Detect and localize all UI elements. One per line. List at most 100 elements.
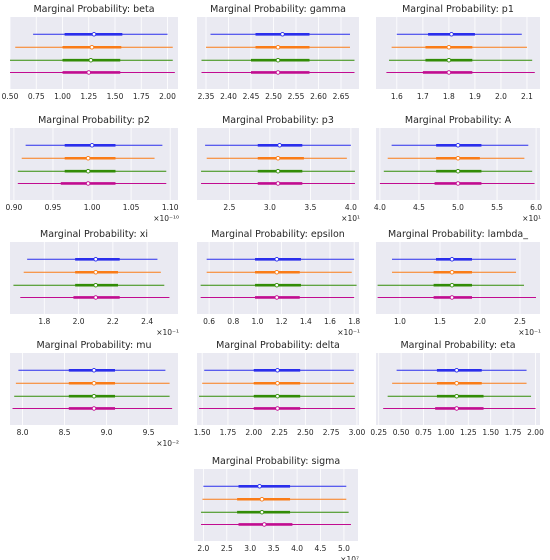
x-tick-label: 4.0 bbox=[374, 203, 386, 212]
x-tick-label: 4.5 bbox=[413, 203, 425, 212]
panel-background bbox=[197, 242, 359, 314]
panel-title: Marginal Probability: epsilon bbox=[211, 229, 345, 240]
x-tick-label: 9.5 bbox=[143, 428, 155, 437]
median-point bbox=[449, 257, 455, 262]
median-point bbox=[275, 155, 281, 161]
median-point bbox=[275, 168, 281, 174]
x-tick-label: 1.5 bbox=[434, 317, 446, 326]
x-tick-label: 5.5 bbox=[491, 203, 503, 212]
x-tick-label: 1.50 bbox=[107, 92, 124, 101]
x-tick-label: 4.0 bbox=[291, 544, 303, 553]
panel-title: Marginal Probability: p1 bbox=[402, 4, 514, 15]
forest-plot-panel: Marginal Probability: eta 0.25 0.50 0.75 1.0… bbox=[370, 340, 544, 437]
x-tick-label: 3.00 bbox=[349, 428, 366, 437]
median-point bbox=[275, 368, 280, 373]
x-tick-label: 2.65 bbox=[333, 92, 350, 101]
x-tick-label: 1.2 bbox=[276, 317, 288, 326]
x-tick-label: 1.05 bbox=[123, 203, 140, 212]
x-tick-label: 0.6 bbox=[203, 317, 215, 326]
forest-plot-panel: Marginal Probability: p3 2.5 3.0 3.5 4.0 ×10¹ bbox=[197, 115, 360, 223]
x-tick-label: 1.75 bbox=[505, 428, 522, 437]
median-point bbox=[91, 406, 97, 411]
median-point bbox=[274, 282, 280, 288]
panel-title: Marginal Probability: sigma bbox=[212, 456, 340, 467]
x-tick-label: 8.0 bbox=[17, 428, 29, 437]
x-tick-label: 1.10 bbox=[162, 203, 179, 212]
median-point bbox=[274, 295, 280, 300]
forest-plot-panel: Marginal Probability: epsilon 0.6 0.8 1.0 1.… bbox=[197, 229, 360, 337]
x-tick-label: 4.0 bbox=[345, 203, 357, 212]
panel-title: Marginal Probability: eta bbox=[400, 340, 515, 351]
median-point bbox=[455, 155, 461, 161]
x-tick-label: 2.5 bbox=[221, 544, 233, 553]
x-tick-label: 1.75 bbox=[133, 92, 150, 101]
median-point bbox=[85, 168, 91, 174]
x-tick-label: 1.00 bbox=[438, 428, 455, 437]
x-tick-label: 1.50 bbox=[482, 428, 499, 437]
median-point bbox=[274, 269, 280, 275]
median-point bbox=[275, 406, 280, 411]
x-tick-label: 2.5 bbox=[514, 317, 526, 326]
x-tick-label: 1.8 bbox=[348, 317, 360, 326]
median-point bbox=[274, 257, 280, 262]
panel-background bbox=[197, 353, 359, 425]
x-tick-label: 3.0 bbox=[244, 544, 256, 553]
x-tick-label: 1.00 bbox=[84, 203, 101, 212]
median-point bbox=[275, 380, 280, 386]
median-point bbox=[89, 44, 95, 50]
x-tick-label: 2.50 bbox=[297, 428, 314, 437]
median-point bbox=[91, 32, 97, 37]
x-tick-label: 2.5 bbox=[223, 203, 235, 212]
x-tick-label: 0.90 bbox=[6, 203, 23, 212]
axis-multiplier: ×10¹ bbox=[341, 214, 360, 223]
median-point bbox=[93, 295, 98, 300]
x-tick-label: 2.45 bbox=[243, 92, 260, 101]
x-tick-label: 0.95 bbox=[45, 203, 62, 212]
x-tick-label: 2.50 bbox=[265, 92, 282, 101]
median-point bbox=[454, 393, 459, 399]
x-tick-label: 3.5 bbox=[268, 544, 280, 553]
x-tick-label: 2.60 bbox=[310, 92, 327, 101]
x-tick-label: 2.0 bbox=[197, 544, 209, 553]
x-tick-label: 1.8 bbox=[38, 317, 50, 326]
x-tick-label: 1.25 bbox=[80, 92, 97, 101]
x-tick-label: 1.7 bbox=[417, 92, 429, 101]
x-tick-label: 2.4 bbox=[141, 317, 153, 326]
forest-plot-panel: Marginal Probability: delta 1.50 1.75 2.00 2… bbox=[194, 340, 366, 437]
median-point bbox=[280, 32, 285, 37]
panel-title: Marginal Probability: xi bbox=[40, 229, 148, 240]
median-point bbox=[275, 57, 281, 63]
panel-background bbox=[376, 17, 540, 89]
x-tick-label: 2.1 bbox=[521, 92, 533, 101]
forest-plot-panel: Marginal Probability: A 4.0 4.5 5.0 5.5 6.0 ×1… bbox=[374, 115, 542, 223]
panel-title: Marginal Probability: A bbox=[405, 115, 512, 126]
median-point bbox=[88, 57, 94, 63]
x-tick-label: 1.00 bbox=[54, 92, 71, 101]
axis-multiplier: ×10⁻² bbox=[156, 439, 179, 448]
forest-plot-panel: Marginal Probability: p2 0.90 0.95 1.00 1.05… bbox=[6, 115, 179, 223]
x-tick-label: 2.40 bbox=[220, 92, 237, 101]
median-point bbox=[259, 509, 265, 515]
median-point bbox=[89, 143, 95, 148]
forest-plot-panel: Marginal Probability: gamma 2.35 2.40 2.45 2… bbox=[197, 4, 359, 101]
median-point bbox=[449, 282, 455, 288]
median-point bbox=[93, 257, 98, 262]
x-tick-label: 2.75 bbox=[323, 428, 340, 437]
x-tick-label: 4.5 bbox=[315, 544, 327, 553]
forest-plot-panel: Marginal Probability: sigma 2.0 2.5 3.0 3.5 4… bbox=[194, 456, 359, 560]
forest-plot-panel: Marginal Probability: p1 1.6 1.7 1.8 1.9 2.0 2… bbox=[376, 4, 540, 101]
x-tick-label: 0.8 bbox=[227, 317, 239, 326]
forest-plot-panel: Marginal Probability: beta 0.50 0.75 1.00 1.… bbox=[2, 4, 178, 101]
median-point bbox=[275, 44, 281, 50]
panel-title: Marginal Probability: beta bbox=[33, 4, 154, 15]
x-tick-label: 3.5 bbox=[304, 203, 316, 212]
median-point bbox=[449, 32, 454, 37]
panel-title: Marginal Probability: delta bbox=[216, 340, 340, 351]
median-point bbox=[446, 57, 452, 63]
median-point bbox=[446, 44, 452, 50]
x-tick-label: 9.0 bbox=[101, 428, 113, 437]
forest-plot-panel: Marginal Probability: xi 1.8 2.0 2.2 2.4×10⁻… bbox=[10, 229, 179, 337]
x-tick-label: 1.4 bbox=[300, 317, 312, 326]
panel-title: Marginal Probability: p2 bbox=[38, 115, 150, 126]
